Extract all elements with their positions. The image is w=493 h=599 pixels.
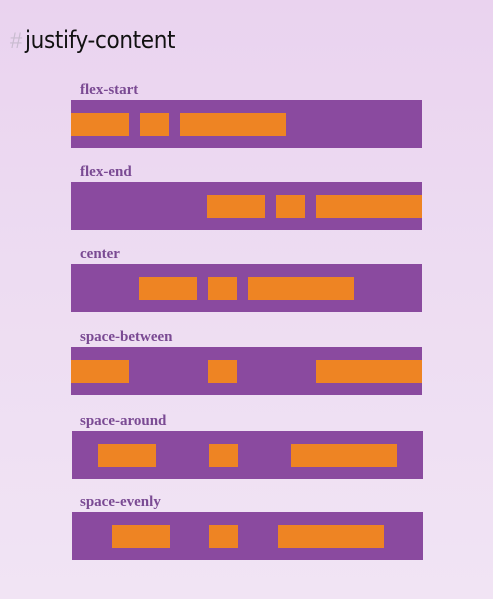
flex-item: [209, 524, 238, 548]
flex-item: [277, 524, 384, 548]
flex-item: [316, 359, 422, 383]
flex-item: [71, 112, 129, 136]
flex-item: [290, 443, 397, 467]
page-title: justify-content: [25, 26, 176, 54]
flex-item: [180, 112, 286, 136]
demo-label: space-evenly: [80, 494, 161, 510]
flex-item: [98, 443, 157, 467]
flex-item: [139, 276, 197, 300]
demo-label: flex-end: [80, 164, 132, 180]
flex-container: [72, 431, 423, 479]
flex-item: [248, 276, 354, 300]
page-heading: # justify-content: [10, 28, 192, 64]
flex-container: [71, 264, 422, 312]
flex-container: [71, 347, 422, 395]
flex-item: [71, 359, 129, 383]
flex-item: [208, 276, 237, 300]
demo-label: flex-start: [80, 82, 139, 98]
flex-item: [208, 443, 238, 467]
heading-anchor-hash[interactable]: #: [10, 28, 23, 53]
flex-item: [140, 112, 169, 136]
flex-item: [276, 194, 305, 218]
demo-label: center: [80, 246, 120, 262]
flex-container: [71, 100, 422, 148]
flex-item: [111, 524, 170, 548]
demo-label: space-around: [80, 413, 167, 429]
demo-label: space-between: [80, 329, 173, 345]
flex-item: [208, 359, 237, 383]
flex-container: [71, 182, 422, 230]
flex-item: [316, 194, 422, 218]
flex-container: [72, 512, 423, 560]
flex-item: [207, 194, 265, 218]
